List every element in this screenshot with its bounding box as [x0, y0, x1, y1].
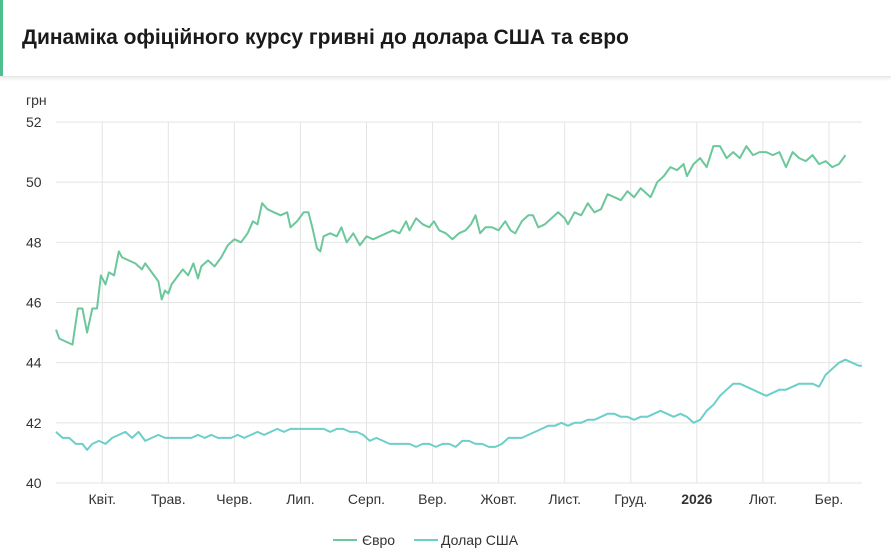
- y-tick-label: 42: [26, 415, 42, 431]
- chart-series: [55, 145, 862, 451]
- chart-legend: Євро Долар США: [333, 532, 519, 548]
- x-tick-label: Жовт.: [480, 491, 516, 507]
- y-tick-label: 48: [26, 234, 42, 250]
- x-tick-label: Лист.: [548, 491, 581, 507]
- y-tick-label: 40: [26, 475, 42, 491]
- x-tick-label: Лют.: [749, 491, 777, 507]
- x-tick-label: Серп.: [348, 491, 385, 507]
- y-axis-label: грн: [26, 92, 47, 108]
- chart-title: Динаміка офіційного курсу гривні до дола…: [22, 26, 629, 49]
- x-axis-ticks: Квіт. Трав. Черв. Лип. Серп. Вер. Жовт. Лист. Гр…: [89, 491, 844, 507]
- x-tick-label: Трав.: [151, 491, 186, 507]
- legend-label: Долар США: [441, 532, 519, 548]
- y-tick-label: 44: [26, 355, 42, 371]
- x-tick-label: Вер.: [418, 491, 447, 507]
- x-tick-label: 2026: [681, 491, 712, 507]
- x-tick-label: Квіт.: [89, 491, 116, 507]
- chart-grid: [56, 121, 862, 484]
- y-tick-label: 52: [26, 114, 42, 130]
- y-axis-ticks: 40 42 44 46 48 50 52: [26, 114, 42, 491]
- legend-label: Євро: [362, 532, 395, 548]
- y-tick-label: 46: [26, 295, 42, 311]
- chart-header: Динаміка офіційного курсу гривні до дола…: [0, 0, 891, 77]
- series-line-usd: [55, 358, 862, 451]
- series-line-eur: [55, 145, 847, 346]
- y-tick-label: 50: [26, 174, 42, 190]
- x-tick-label: Черв.: [216, 491, 252, 507]
- x-tick-label: Груд.: [614, 491, 647, 507]
- header-accent-bar: [0, 0, 3, 76]
- x-tick-label: Бер.: [815, 491, 844, 507]
- x-tick-label: Лип.: [286, 491, 314, 507]
